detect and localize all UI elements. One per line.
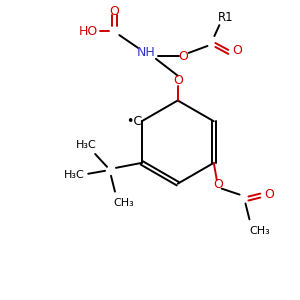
Text: O: O (173, 74, 183, 87)
Text: CH₃: CH₃ (113, 199, 134, 208)
Text: NH: NH (137, 46, 155, 59)
Text: H₃C: H₃C (76, 140, 97, 150)
Text: O: O (264, 188, 274, 201)
Text: CH₃: CH₃ (249, 226, 270, 236)
Text: O: O (213, 178, 223, 191)
Text: •C: •C (126, 115, 142, 128)
Text: O: O (232, 44, 242, 57)
Text: HO: HO (79, 25, 98, 38)
Text: H₃C: H₃C (64, 170, 85, 180)
Text: O: O (110, 5, 119, 18)
Text: O: O (179, 50, 189, 63)
Text: R1: R1 (218, 11, 233, 24)
